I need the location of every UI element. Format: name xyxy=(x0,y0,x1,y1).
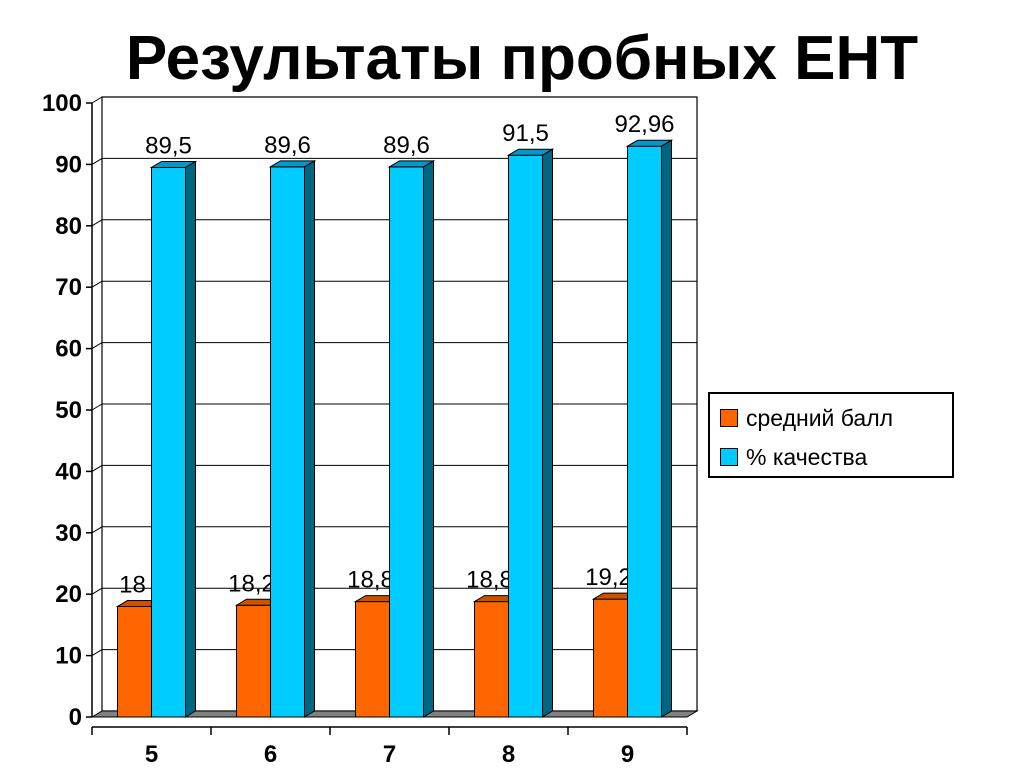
bar-quality-percent xyxy=(151,166,186,718)
bar-top xyxy=(387,160,436,168)
chart-legend: средний балл % качества xyxy=(708,392,954,478)
gridline-depth xyxy=(91,649,103,657)
gridline-depth xyxy=(91,464,103,472)
y-tick-label: 50 xyxy=(55,397,82,424)
x-tick-label: 7 xyxy=(383,741,396,768)
data-label: 91,5 xyxy=(502,120,549,147)
y-tick-label: 90 xyxy=(55,151,82,178)
x-tick-label: 8 xyxy=(502,741,515,768)
bar-average-score xyxy=(355,601,390,718)
gridline-depth xyxy=(91,403,103,411)
gridline-depth xyxy=(91,587,103,595)
gridline-depth xyxy=(91,280,103,288)
bar-top xyxy=(268,160,317,168)
legend-item-average-score: средний балл xyxy=(720,405,893,431)
data-label: 18,8 xyxy=(347,567,394,594)
legend-label-quality-percent: % качества xyxy=(746,443,868,470)
y-tick-label: 20 xyxy=(55,581,82,608)
data-label: 89,5 xyxy=(145,132,192,159)
data-label: 18,2 xyxy=(228,570,275,597)
bar-quality-percent xyxy=(389,166,424,718)
data-label: 18 xyxy=(119,571,146,598)
legend-item-quality-percent: % качества xyxy=(720,444,867,470)
bar-quality-percent xyxy=(270,166,305,718)
bar-side xyxy=(304,159,315,718)
chart-title: Результаты пробных ЕНТ xyxy=(125,24,919,93)
legend-swatch-average-score xyxy=(720,409,738,427)
x-tick-label: 6 xyxy=(264,741,277,768)
legend-swatch-quality-percent xyxy=(720,448,738,466)
data-label: 19,2 xyxy=(585,564,632,591)
bar-side xyxy=(185,160,196,718)
data-label: 89,6 xyxy=(383,132,430,159)
bar-side xyxy=(661,139,672,718)
x-tick-label: 9 xyxy=(621,741,634,768)
legend-label-average-score: средний балл xyxy=(746,404,894,431)
data-label: 92,96 xyxy=(614,111,674,138)
y-tick-label: 0 xyxy=(69,704,82,731)
bar-quality-percent xyxy=(508,154,543,718)
bar-average-score xyxy=(593,598,628,718)
y-tick-label: 100 xyxy=(42,90,82,117)
gridline-depth xyxy=(91,219,103,227)
y-tick-label: 70 xyxy=(55,274,82,301)
x-tick-label: 5 xyxy=(145,741,158,768)
gridline-depth xyxy=(91,526,103,534)
gridline-depth xyxy=(91,96,103,104)
bar-side xyxy=(542,148,553,718)
data-label: 89,6 xyxy=(264,132,311,159)
y-tick-label: 10 xyxy=(55,643,82,670)
y-tick-label: 40 xyxy=(55,458,82,485)
gridline-depth xyxy=(91,157,103,165)
bar-top xyxy=(625,139,674,147)
bar-quality-percent xyxy=(627,145,662,718)
bar-top xyxy=(506,148,555,156)
gridline-depth xyxy=(91,342,103,350)
data-label: 18,8 xyxy=(466,567,513,594)
y-tick-label: 60 xyxy=(55,336,82,363)
y-tick-label: 80 xyxy=(55,213,82,240)
bar-top xyxy=(149,160,198,168)
y-tick-label: 30 xyxy=(55,520,82,547)
bar-average-score xyxy=(117,605,152,718)
bar-average-score xyxy=(236,604,271,718)
bar-side xyxy=(423,159,434,718)
bar-average-score xyxy=(474,601,509,718)
